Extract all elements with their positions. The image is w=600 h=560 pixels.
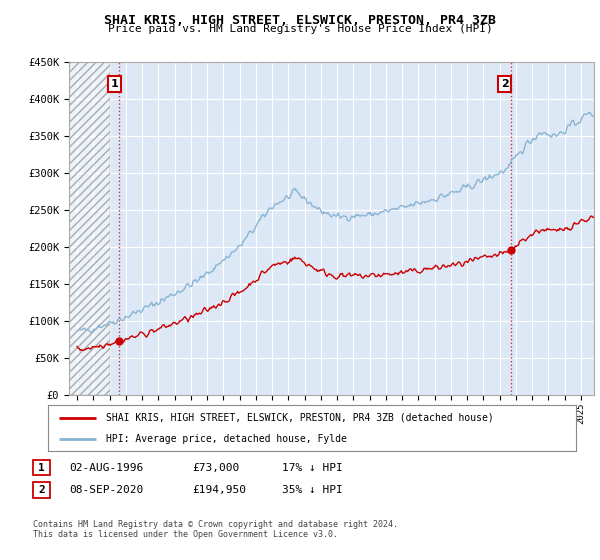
- Text: SHAI KRIS, HIGH STREET, ELSWICK, PRESTON, PR4 3ZB (detached house): SHAI KRIS, HIGH STREET, ELSWICK, PRESTON…: [106, 413, 494, 423]
- Text: 02-AUG-1996: 02-AUG-1996: [69, 463, 143, 473]
- Text: £194,950: £194,950: [192, 485, 246, 495]
- Text: HPI: Average price, detached house, Fylde: HPI: Average price, detached house, Fyld…: [106, 435, 347, 444]
- Text: 1: 1: [110, 79, 118, 89]
- Text: 08-SEP-2020: 08-SEP-2020: [69, 485, 143, 495]
- Text: £73,000: £73,000: [192, 463, 239, 473]
- Text: SHAI KRIS, HIGH STREET, ELSWICK, PRESTON, PR4 3ZB: SHAI KRIS, HIGH STREET, ELSWICK, PRESTON…: [104, 14, 496, 27]
- Text: 35% ↓ HPI: 35% ↓ HPI: [282, 485, 343, 495]
- Text: 2: 2: [38, 485, 45, 495]
- Text: 2: 2: [501, 79, 508, 89]
- Text: 17% ↓ HPI: 17% ↓ HPI: [282, 463, 343, 473]
- Text: Contains HM Land Registry data © Crown copyright and database right 2024.
This d: Contains HM Land Registry data © Crown c…: [33, 520, 398, 539]
- Text: Price paid vs. HM Land Registry's House Price Index (HPI): Price paid vs. HM Land Registry's House …: [107, 24, 493, 34]
- Text: 1: 1: [38, 463, 45, 473]
